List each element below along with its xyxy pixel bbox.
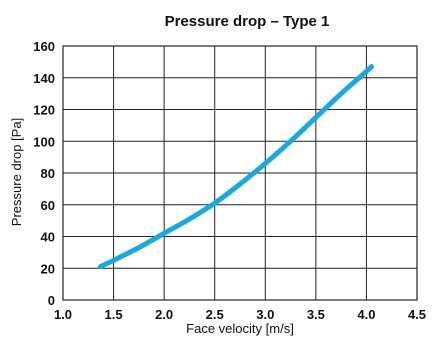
y-tick-label: 100 <box>33 134 55 149</box>
grid <box>62 45 418 301</box>
x-tick-label: 4.0 <box>357 307 375 322</box>
y-tick-label: 40 <box>41 230 55 245</box>
y-axis-label: Pressure drop [Pa] <box>9 118 24 226</box>
x-tick-labels: 1.0 1.5 2.0 2.5 3.0 3.5 4.0 4.5 <box>54 307 426 322</box>
series-group <box>97 64 374 270</box>
y-tick-label: 160 <box>33 39 55 54</box>
x-tick-label: 2.5 <box>206 307 224 322</box>
x-tick-label: 2.0 <box>155 307 173 322</box>
plot-frame <box>62 45 418 301</box>
x-tick-label: 3.5 <box>307 307 325 322</box>
y-tick-label: 120 <box>33 103 55 118</box>
y-tick-label: 80 <box>41 166 55 181</box>
chart-title: Pressure drop – Type 1 <box>165 13 330 30</box>
x-tick-label: 4.5 <box>408 307 426 322</box>
x-tick-label: 1.5 <box>105 307 123 322</box>
x-tick-label: 1.0 <box>54 307 72 322</box>
y-tick-label: 60 <box>41 198 55 213</box>
y-tick-label: 20 <box>41 261 55 276</box>
x-tick-label: 3.0 <box>256 307 274 322</box>
y-tick-label: 0 <box>48 293 55 308</box>
x-axis-label: Face velocity [m/s] <box>186 321 294 336</box>
y-tick-label: 140 <box>33 71 55 86</box>
y-tick-labels: 0 20 40 60 80 100 120 140 160 <box>33 39 55 308</box>
